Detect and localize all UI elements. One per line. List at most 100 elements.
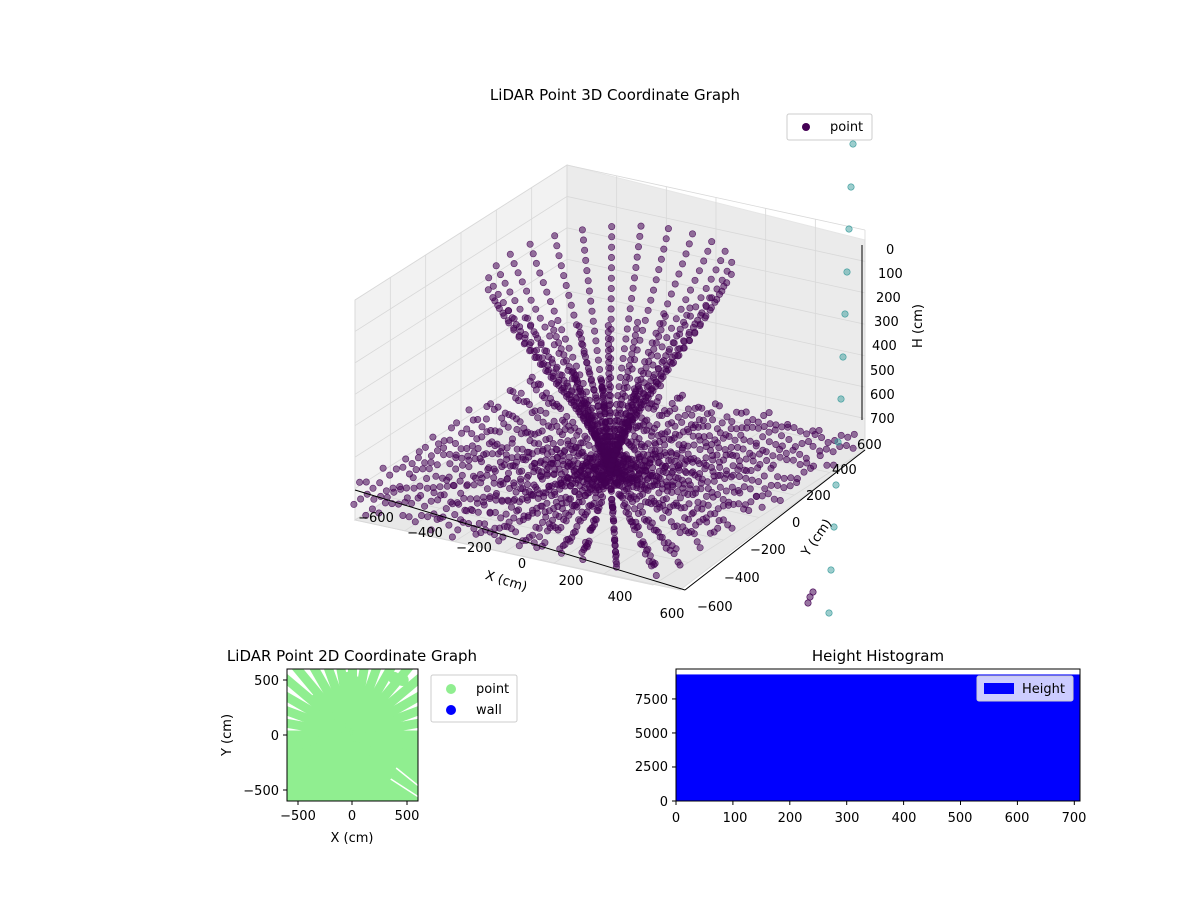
point-3d bbox=[664, 300, 672, 308]
y-tick-label: 0 bbox=[792, 516, 800, 531]
point-3d bbox=[609, 507, 617, 515]
point-3d bbox=[534, 494, 542, 502]
point-3d bbox=[607, 295, 615, 303]
gap-2d bbox=[395, 767, 418, 787]
point-3d bbox=[506, 288, 514, 296]
histogram-y-tick-labels: 0 2500 5000 7500 bbox=[635, 693, 668, 810]
point-3d bbox=[607, 254, 615, 262]
point-3d bbox=[564, 382, 572, 390]
point-3d bbox=[427, 452, 435, 460]
point-3d bbox=[510, 514, 518, 522]
point-3d bbox=[689, 509, 697, 517]
point-3d bbox=[644, 440, 652, 448]
point-3d bbox=[550, 470, 558, 478]
point-3d bbox=[500, 420, 508, 428]
point-3d bbox=[610, 517, 618, 525]
point-3d bbox=[722, 431, 730, 439]
point-3d bbox=[473, 499, 481, 507]
point-3d bbox=[664, 225, 672, 233]
point-3d bbox=[671, 457, 679, 465]
point-3d bbox=[665, 345, 673, 353]
plot-2d-xlabel: X (cm) bbox=[331, 831, 374, 846]
point-3d bbox=[409, 474, 417, 482]
point-3d bbox=[655, 266, 663, 274]
point-3d bbox=[769, 461, 777, 469]
point-3d bbox=[495, 537, 503, 545]
point-3d bbox=[752, 492, 760, 500]
point-3d bbox=[587, 297, 595, 305]
legend-3d-label: point bbox=[830, 120, 863, 135]
point-3d-edge bbox=[841, 310, 849, 318]
point-3d bbox=[544, 463, 552, 471]
point-3d bbox=[747, 498, 755, 506]
point-3d bbox=[756, 460, 764, 468]
point-3d bbox=[350, 500, 358, 508]
point-3d bbox=[630, 505, 638, 513]
point-3d bbox=[566, 482, 574, 490]
point-3d bbox=[651, 439, 659, 447]
point-3d bbox=[669, 482, 677, 490]
point-3d bbox=[786, 482, 794, 490]
point-3d bbox=[514, 506, 522, 514]
histogram-title: Height Histogram bbox=[812, 647, 944, 665]
point-3d bbox=[712, 266, 720, 274]
point-3d bbox=[777, 432, 785, 440]
point-3d bbox=[513, 445, 521, 453]
point-3d bbox=[582, 256, 590, 264]
point-3d bbox=[728, 524, 736, 532]
point-3d bbox=[672, 474, 680, 482]
point-3d bbox=[542, 409, 550, 417]
legend-2d: point wall bbox=[430, 674, 518, 723]
point-3d bbox=[748, 476, 756, 484]
point-3d bbox=[696, 470, 704, 478]
point-3d bbox=[511, 297, 519, 305]
point-3d bbox=[722, 467, 730, 475]
point-3d bbox=[471, 455, 479, 463]
point-3d bbox=[678, 391, 686, 399]
point-3d bbox=[483, 485, 491, 493]
point-3d bbox=[597, 491, 605, 499]
point-3d bbox=[716, 483, 724, 491]
point-3d bbox=[559, 416, 567, 424]
point-3d bbox=[667, 436, 675, 444]
point-3d bbox=[586, 526, 594, 534]
point-3d bbox=[576, 328, 584, 336]
point-3d bbox=[539, 279, 547, 287]
point-3d bbox=[527, 296, 535, 304]
point-3d bbox=[474, 508, 482, 516]
point-3d bbox=[510, 497, 518, 505]
point-3d bbox=[742, 408, 750, 416]
point-3d bbox=[772, 421, 780, 429]
point-3d bbox=[434, 496, 442, 504]
point-3d bbox=[550, 326, 558, 334]
point-3d bbox=[515, 542, 523, 550]
point-3d bbox=[652, 339, 660, 347]
point-3d bbox=[723, 413, 731, 421]
point-3d bbox=[630, 493, 638, 501]
point-3d bbox=[759, 446, 767, 454]
point-3d bbox=[557, 345, 565, 353]
point-3d bbox=[630, 338, 638, 346]
point-3d bbox=[510, 260, 518, 268]
point-3d bbox=[633, 253, 641, 261]
point-3d bbox=[780, 474, 788, 482]
point-3d bbox=[668, 488, 676, 496]
point-3d bbox=[465, 463, 473, 471]
point-3d bbox=[729, 462, 737, 470]
legend-histogram: Height bbox=[976, 675, 1074, 702]
point-3d bbox=[702, 492, 710, 500]
point-3d bbox=[624, 367, 632, 375]
point-3d bbox=[544, 366, 552, 374]
y-tick-label: 2500 bbox=[635, 760, 668, 775]
point-3d bbox=[629, 284, 637, 292]
point-3d bbox=[576, 493, 584, 501]
point-3d bbox=[485, 274, 493, 282]
point-3d bbox=[445, 521, 453, 529]
point-3d bbox=[634, 243, 642, 251]
point-3d bbox=[446, 460, 454, 468]
point-3d bbox=[469, 472, 477, 480]
point-3d bbox=[498, 496, 506, 504]
point-3d bbox=[671, 405, 679, 413]
point-3d bbox=[742, 467, 750, 475]
point-3d bbox=[433, 447, 441, 455]
